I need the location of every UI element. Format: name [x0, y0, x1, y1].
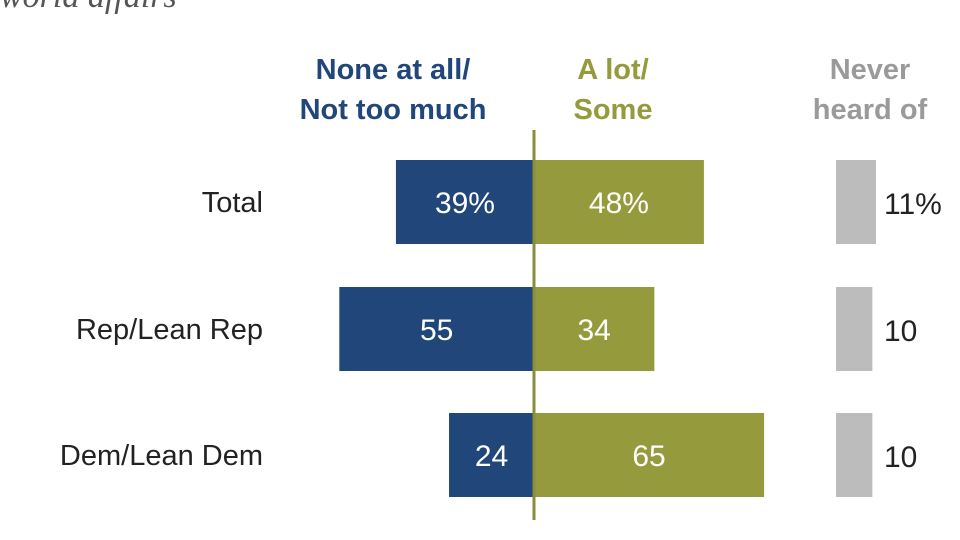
never-column-header: Never heard of: [795, 50, 945, 130]
positive-header-line-1: A lot/: [577, 54, 649, 86]
positive-bar-label-total: 48%: [589, 187, 649, 220]
positive-column-header: A lot/ Some: [548, 50, 678, 130]
category-label-rep-lean-rep: Rep/Lean Rep: [76, 314, 263, 346]
category-label-dem-lean-dem: Dem/Lean Dem: [60, 440, 263, 472]
negative-bar-rep-lean-rep: [339, 287, 534, 371]
negative-column-header: None at all/ Not too much: [278, 50, 508, 130]
positive-bar-label-dem-lean-dem: 65: [632, 440, 665, 473]
positive-header-line-2: Some: [573, 94, 653, 126]
positive-bar-rep-lean-rep: [534, 287, 655, 371]
negative-header-line-1: None at all/: [315, 54, 471, 86]
never-header-line-2: heard of: [812, 94, 928, 126]
negative-header-line-2: Not too much: [299, 94, 487, 126]
never-bar-total: [836, 160, 876, 244]
negative-bar-total: [395, 160, 534, 244]
never-bar-label-total: 11%: [884, 188, 942, 221]
negative-bar-label-dem-lean-dem: 24: [475, 440, 508, 473]
negative-bar-label-total: 39%: [435, 187, 495, 220]
category-label-total: Total: [202, 187, 263, 219]
positive-bar-total: [534, 160, 704, 244]
chart-subtitle: world affairs: [0, 0, 177, 16]
positive-bar-label-rep-lean-rep: 34: [577, 314, 610, 347]
never-bar-dem-lean-dem: [836, 413, 873, 497]
never-bar-rep-lean-rep: [836, 287, 873, 371]
negative-bar-label-rep-lean-rep: 55: [420, 314, 453, 347]
positive-bar-dem-lean-dem: [534, 413, 765, 497]
never-bar-label-dem-lean-dem: 10: [884, 441, 917, 474]
never-header-line-1: Never: [829, 54, 911, 86]
negative-bar-dem-lean-dem: [449, 413, 534, 497]
never-bar-label-rep-lean-rep: 10: [884, 315, 917, 348]
